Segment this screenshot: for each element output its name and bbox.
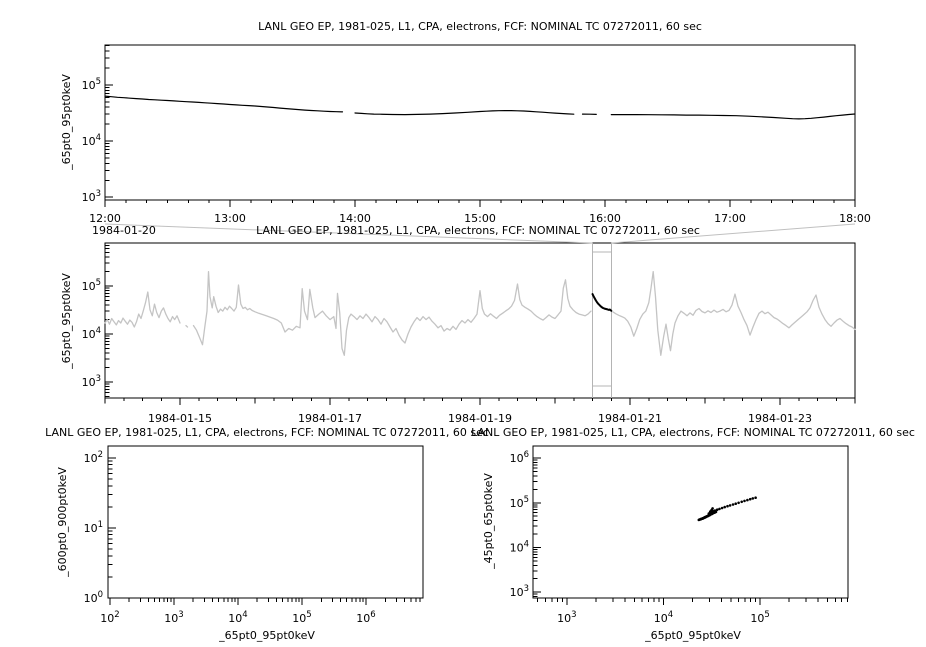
data-point [706, 514, 710, 518]
tick-label: 105 [82, 278, 101, 293]
tick-label: 14:00 [339, 212, 371, 225]
tick-label: 104 [228, 610, 247, 625]
tick-label: 16:00 [589, 212, 621, 225]
context-overview-panel: 1984-01-15 1984-01-17 1984-01-19 1984-01-21… [82, 242, 856, 425]
data-point [751, 497, 755, 500]
data-point [743, 499, 746, 503]
tick-label: 15:00 [464, 212, 496, 225]
data-point [713, 511, 716, 514]
data-point [726, 504, 729, 508]
x-axis-date-label: 1984-01-20 [92, 224, 156, 237]
zoom-connector-right [611, 223, 856, 244]
data-point [715, 508, 719, 512]
scatter-45-65-panel: 103 104 105 103 104 105 106 [510, 445, 849, 625]
scatter-45-65-series-45-65keV-vs-65-95keV [697, 496, 757, 522]
context-overview-series-electron-flux-65-95keV-context [104, 270, 856, 356]
data-point [704, 515, 707, 519]
scatter-45-65-plot-area[interactable] [533, 446, 848, 598]
tick-label: 18:00 [839, 212, 871, 225]
data-point [710, 512, 713, 516]
zoom-box[interactable] [592, 243, 612, 398]
tick-label: 13:00 [214, 212, 246, 225]
data-point [754, 496, 757, 500]
data-point [731, 503, 735, 506]
data-point [748, 497, 752, 501]
tick-label: 1984-01-19 [448, 412, 512, 425]
tick-label: 102 [84, 450, 103, 465]
context-zoom-panel: 12:00 13:00 14:00 15:00 16:00 17:00 18:00 103 10… [82, 44, 871, 225]
data-point [746, 498, 749, 502]
panel-context-title: LANL GEO EP, 1981-025, L1, CPA, electron… [256, 224, 700, 237]
scatter-600-900-plot-area[interactable] [108, 446, 423, 598]
context-zoom-series-electron-flux-65-95keV [104, 95, 856, 120]
data-point [709, 510, 712, 513]
data-point [740, 500, 743, 504]
x-axis-label-scatter-right: _65pt0_95pt0keV [645, 629, 741, 642]
tick-label: 1984-01-17 [298, 412, 362, 425]
data-point [720, 506, 724, 510]
tick-label: 1984-01-21 [598, 412, 662, 425]
tick-label: 104 [82, 326, 101, 341]
tick-label: 103 [82, 374, 101, 389]
tick-label: 102 [100, 610, 119, 625]
tick-label: 105 [292, 610, 311, 625]
context-overview-series-highlighted-interval-1984-01-20 [591, 293, 613, 312]
tick-label: 104 [654, 610, 673, 625]
data-point [737, 501, 740, 505]
y-axis-label-context: _65pt0_95pt0keV [60, 273, 73, 369]
tick-label: 100 [84, 590, 103, 605]
tick-label: 17:00 [714, 212, 746, 225]
panel-scatter-right-title: LANL GEO EP, 1981-025, L1, CPA, electron… [471, 426, 915, 439]
tick-label: 1984-01-15 [148, 412, 212, 425]
scatter-45-65-frame [532, 445, 849, 599]
data-point [728, 504, 732, 507]
tick-label: 104 [82, 133, 101, 148]
data-point [718, 507, 721, 511]
panel-scatter-left-title: LANL GEO EP, 1981-025, L1, CPA, electron… [45, 426, 489, 439]
context-overview-plot-area[interactable] [105, 243, 855, 398]
tick-label: 103 [557, 610, 576, 625]
data-point [734, 502, 737, 506]
y-axis-label-scatter-left: _600pt0_900pt0keV [56, 467, 69, 577]
data-point [723, 505, 726, 509]
tick-label: 104 [510, 539, 529, 554]
data-point [698, 518, 701, 521]
tick-label: 106 [356, 610, 375, 625]
zoom-connector-left [104, 223, 593, 244]
tick-label: 105 [82, 77, 101, 92]
tick-label: 1984-01-23 [748, 412, 812, 425]
y-axis-label-scatter-right: _45pt0_65pt0keV [482, 473, 495, 569]
panel-top-title: LANL GEO EP, 1981-025, L1, CPA, electron… [258, 20, 702, 33]
tick-label: 103 [82, 189, 101, 204]
tick-label: 103 [164, 610, 183, 625]
x-axis-label-scatter-left: _65pt0_95pt0keV [219, 629, 315, 642]
scatter-600-900-panel: 102 103 104 105 106 100 101 102 [84, 445, 424, 625]
y-axis-label-top: _65pt0_95pt0keV [60, 74, 73, 170]
scatter-600-900-frame [107, 445, 424, 599]
context-zoom-plot-area[interactable] [105, 45, 855, 200]
tick-label: 12:00 [89, 212, 121, 225]
tick-label: 106 [510, 450, 529, 465]
tick-label: 105 [510, 495, 529, 510]
tick-label: 105 [750, 610, 769, 625]
tick-label: 103 [510, 584, 529, 599]
tick-label: 101 [84, 520, 103, 535]
